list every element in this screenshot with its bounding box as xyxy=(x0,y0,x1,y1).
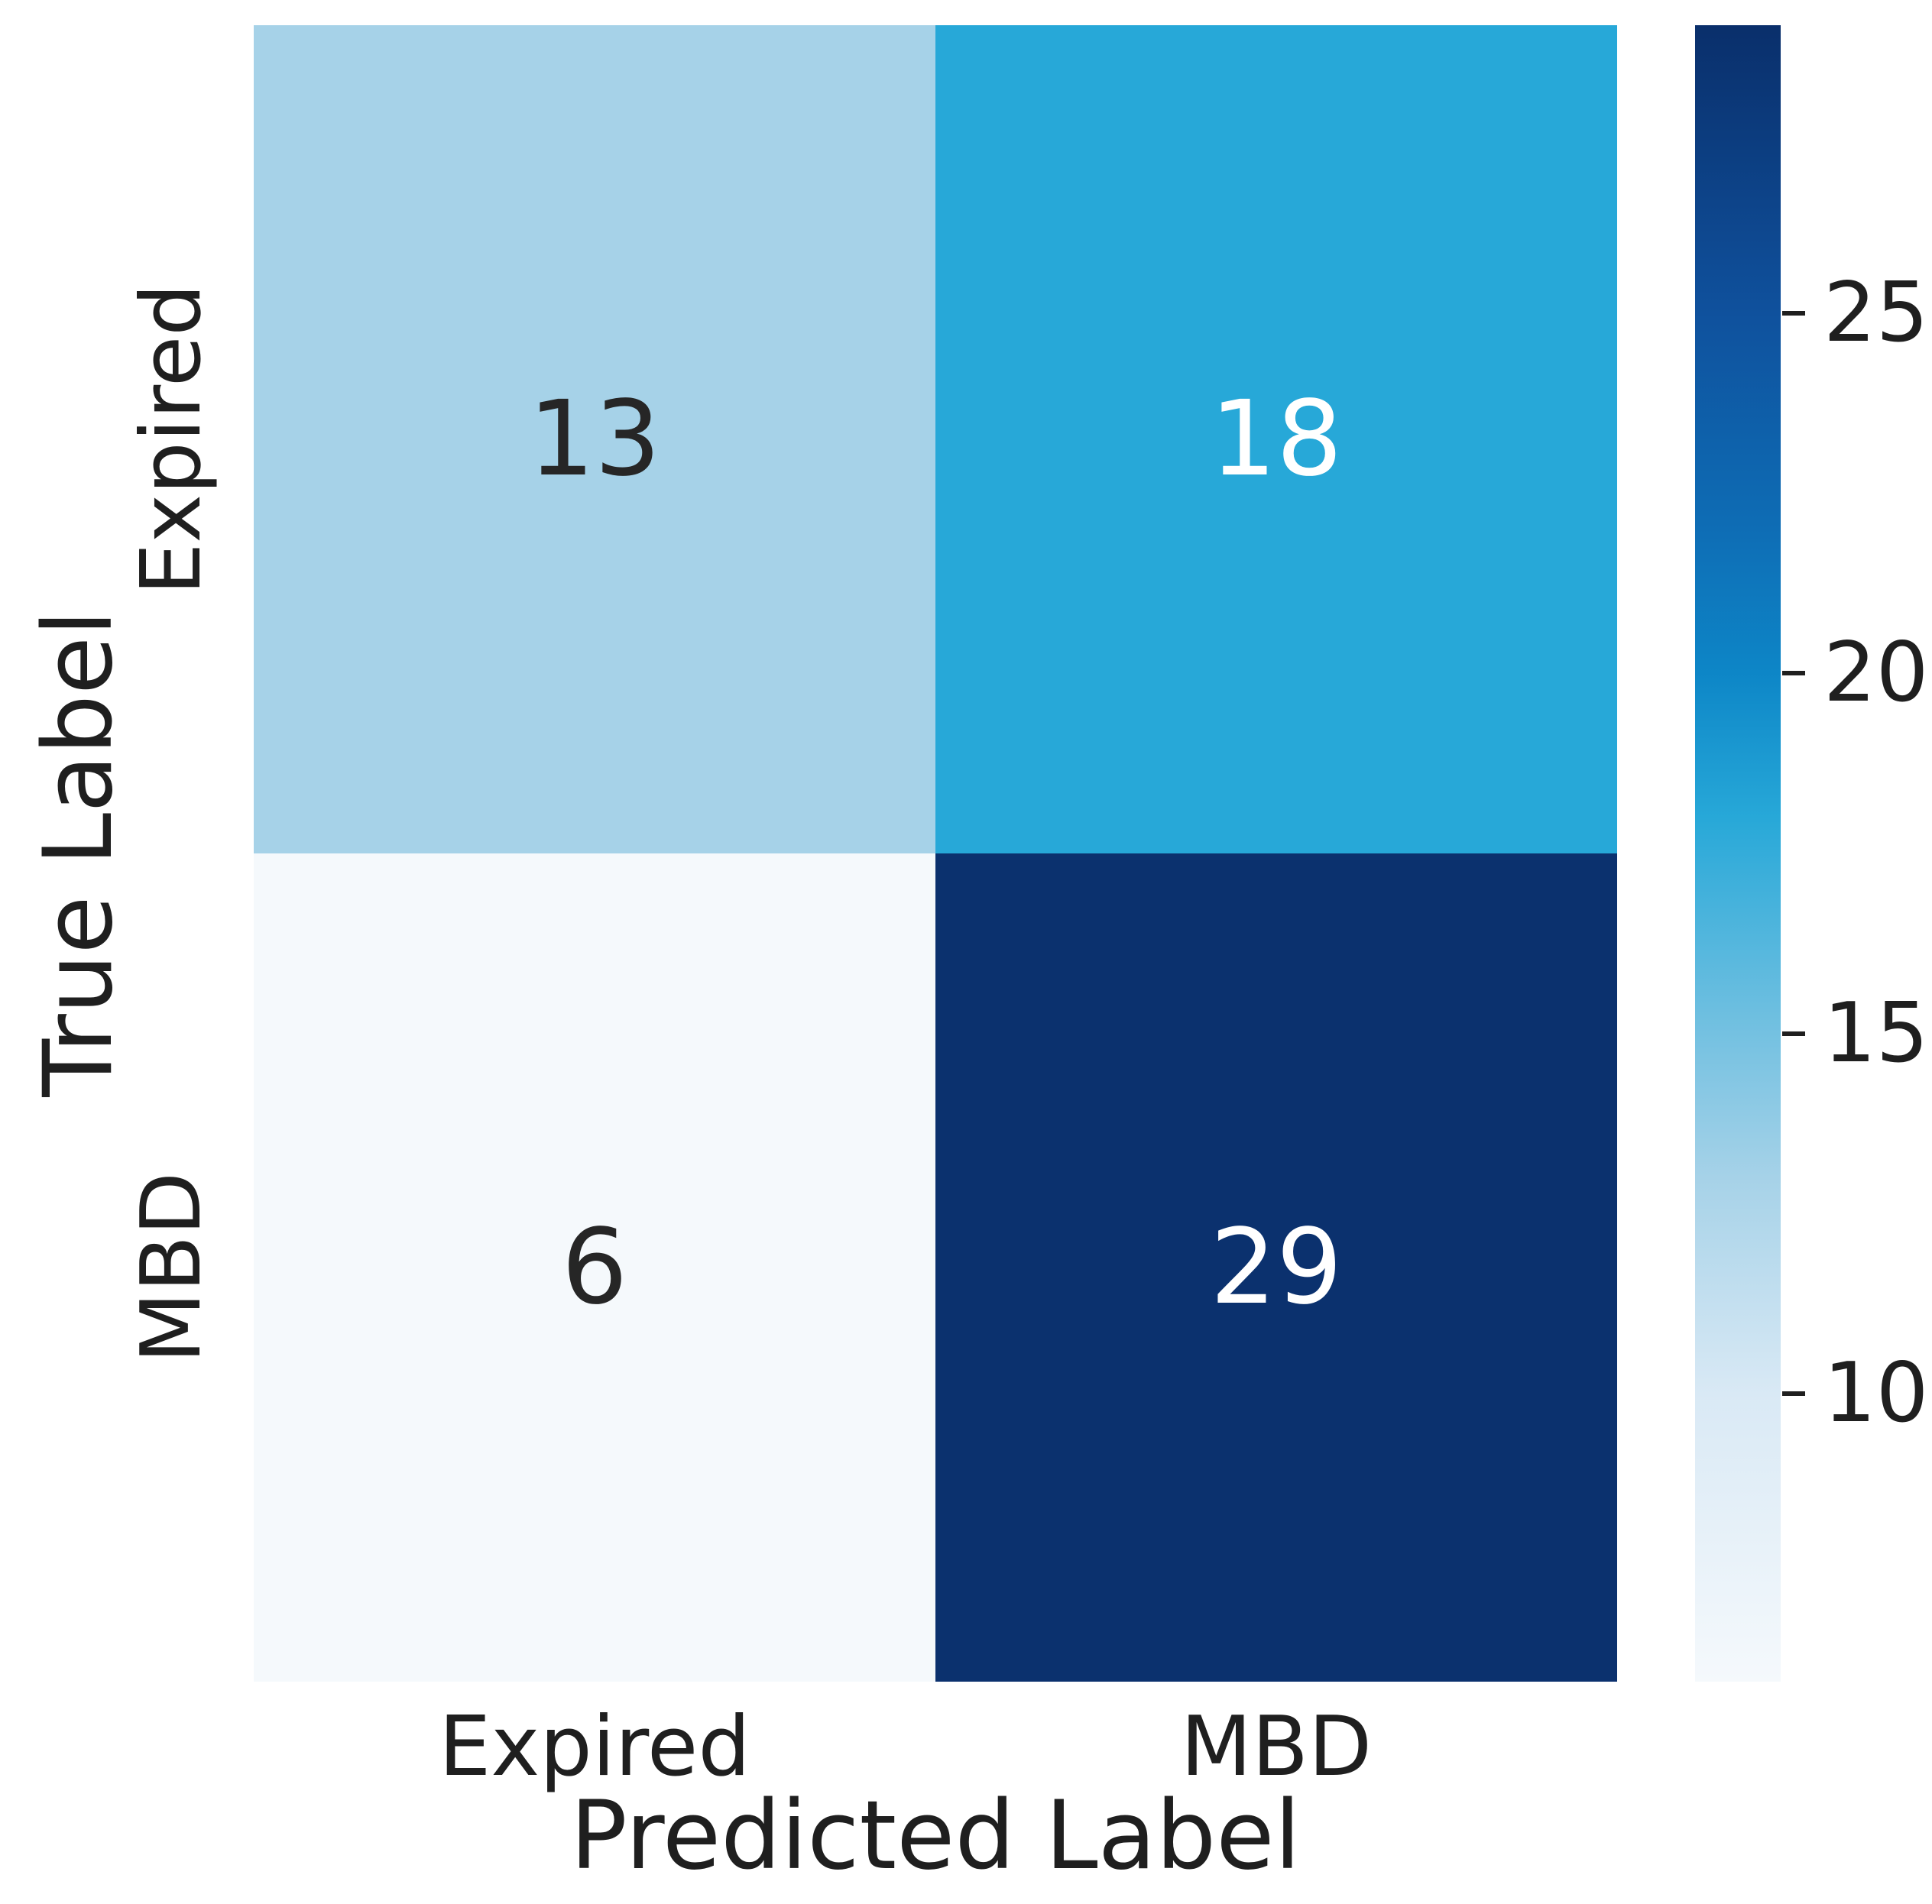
x-axis-label: Predicted Label xyxy=(569,1781,1302,1891)
heatmap-cell-r0c1: 18 xyxy=(935,25,1617,853)
x-tick-label-mbd: MBD xyxy=(1180,1699,1373,1795)
colorbar-tick-mark xyxy=(1782,671,1805,676)
colorbar-tick-label: 15 xyxy=(1823,985,1929,1081)
heatmap-cell-r0c0: 13 xyxy=(254,25,935,853)
heatmap-cell-r1c0: 6 xyxy=(254,853,935,1682)
colorbar-tick-label: 20 xyxy=(1823,625,1929,721)
y-tick-label-expired: Expired xyxy=(124,283,219,595)
colorbar-tick-mark xyxy=(1782,1391,1805,1396)
colorbar-tick-mark xyxy=(1782,1031,1805,1036)
x-tick-label-expired: Expired xyxy=(439,1699,750,1795)
y-tick-label-mbd: MBD xyxy=(124,1171,219,1364)
colorbar-tick-mark xyxy=(1782,311,1805,316)
heatmap: 13 18 6 29 xyxy=(254,25,1617,1682)
colorbar-tick-label: 10 xyxy=(1823,1345,1929,1441)
colorbar xyxy=(1695,25,1781,1682)
colorbar-tick-label: 25 xyxy=(1823,265,1929,361)
y-axis-label: True Label xyxy=(24,610,134,1097)
heatmap-cell-r1c1: 29 xyxy=(935,853,1617,1682)
